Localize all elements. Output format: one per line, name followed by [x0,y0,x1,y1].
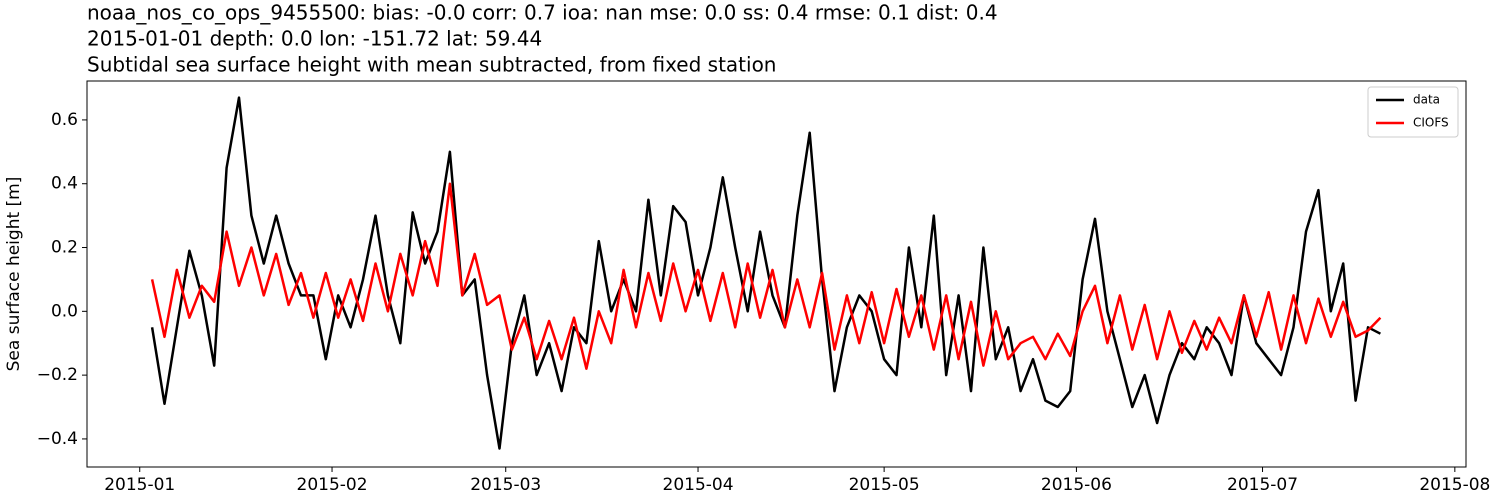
chart-subtitle: Subtidal sea surface height with mean su… [87,53,776,77]
data-line [150,96,1381,450]
y-tick-label: 0.0 [51,301,78,321]
x-tick-label: 2015-05 [849,475,920,495]
y-tick-label: 0.6 [51,110,78,130]
x-tick-label: 2015-03 [470,475,541,495]
plot-frame [86,80,1467,468]
legend-label: CIOFS [1413,116,1449,130]
chart-subtitle: 2015-01-01 depth: 0.0 lon: -151.72 lat: … [87,27,542,51]
x-tick-label: 2015-02 [297,475,368,495]
data-line [150,182,1382,370]
legend-label: data [1413,93,1440,107]
x-tick-label: 2015-01 [104,475,175,495]
y-tick-label: 0.4 [51,174,78,194]
x-tick-label: 2015-04 [663,475,734,495]
y-tick-label: −0.4 [37,429,78,449]
y-tick-label: −0.2 [37,365,78,385]
x-tick-label: 2015-07 [1227,475,1298,495]
chart-title: noaa_nos_co_ops_9455500: bias: -0.0 corr… [87,1,998,25]
y-axis-label: Sea surface height [m] [4,177,24,372]
x-tick-label: 2015-08 [1419,475,1490,495]
x-tick-label: 2015-06 [1041,475,1112,495]
y-tick-label: 0.2 [51,238,78,258]
